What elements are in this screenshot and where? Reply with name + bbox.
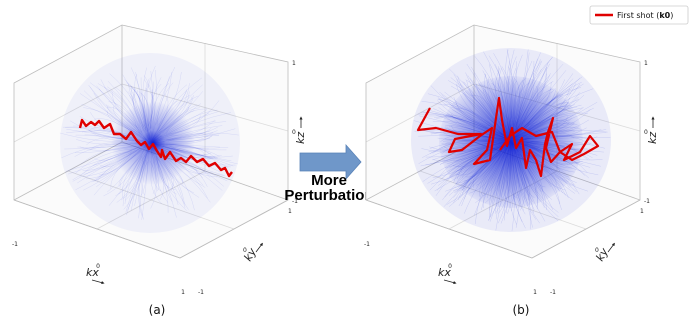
kz-tick-max: 1 (292, 60, 296, 67)
panel-a: -1 0 1 -1 0 1 1 0 -1 kx ky kz (a) (12, 24, 307, 317)
kz-tick-max-b: 1 (644, 60, 648, 67)
legend: First shot (k0) (589, 5, 689, 25)
kx-axis-label-b: kx (438, 266, 451, 279)
ky-tick-mid: 0 (243, 247, 247, 254)
legend-label: First shot ( (617, 11, 659, 20)
legend-label-bold: k0 (659, 11, 670, 20)
kz-axis-label: kz (294, 132, 307, 144)
svg-text:First shot (k0): First shot (k0) (617, 11, 673, 20)
ky-axis-label-b: ky (593, 245, 611, 263)
panel-a-trajectory (78, 118, 233, 178)
panel-a-axis-labels: kx ky kz (86, 116, 307, 285)
panel-b-axis-labels: kx ky kz (438, 116, 659, 285)
panel-b-trajectory (416, 96, 600, 178)
ky-tick-max: 1 (288, 208, 292, 215)
ky-tick-max-b: 1 (640, 208, 644, 215)
kx-tick-max: 1 (181, 289, 185, 296)
ky-axis-label: ky (241, 245, 259, 263)
kz-axis-label-b: kz (646, 132, 659, 144)
perturbation-arrow (299, 143, 362, 181)
panel-a-cloud (59, 53, 240, 233)
kx-tick-min-b: -1 (364, 241, 370, 248)
panel-b: -1 0 1 -1 0 1 1 0 -1 kx ky kz (b) (364, 24, 659, 317)
ky-tick-min: -1 (198, 289, 204, 296)
kx-tick-mid: 0 (96, 263, 100, 270)
perturbation-label: Perturbation (284, 187, 373, 204)
kz-tick-min-b: -1 (644, 198, 650, 205)
panel-b-cloud (411, 48, 611, 232)
kx-axis-label: kx (86, 266, 99, 279)
kz-tick-min: -1 (292, 198, 298, 205)
panel-b-caption: (b) (513, 303, 530, 317)
kx-tick-mid-b: 0 (448, 263, 452, 270)
panel-a-ticks: -1 0 1 -1 0 1 1 0 -1 (12, 60, 298, 296)
panel-b-ticks: -1 0 1 -1 0 1 1 0 -1 (364, 60, 650, 296)
legend-label-close: ) (670, 11, 673, 20)
panel-a-caption: (a) (149, 303, 166, 317)
kz-tick-mid: 0 (292, 129, 296, 136)
kz-tick-mid-b: 0 (644, 129, 648, 136)
kx-tick-max-b: 1 (533, 289, 537, 296)
kx-tick-min: -1 (12, 241, 18, 248)
ky-tick-mid-b: 0 (595, 247, 599, 254)
ky-tick-min-b: -1 (550, 289, 556, 296)
more-label: More (311, 172, 347, 189)
